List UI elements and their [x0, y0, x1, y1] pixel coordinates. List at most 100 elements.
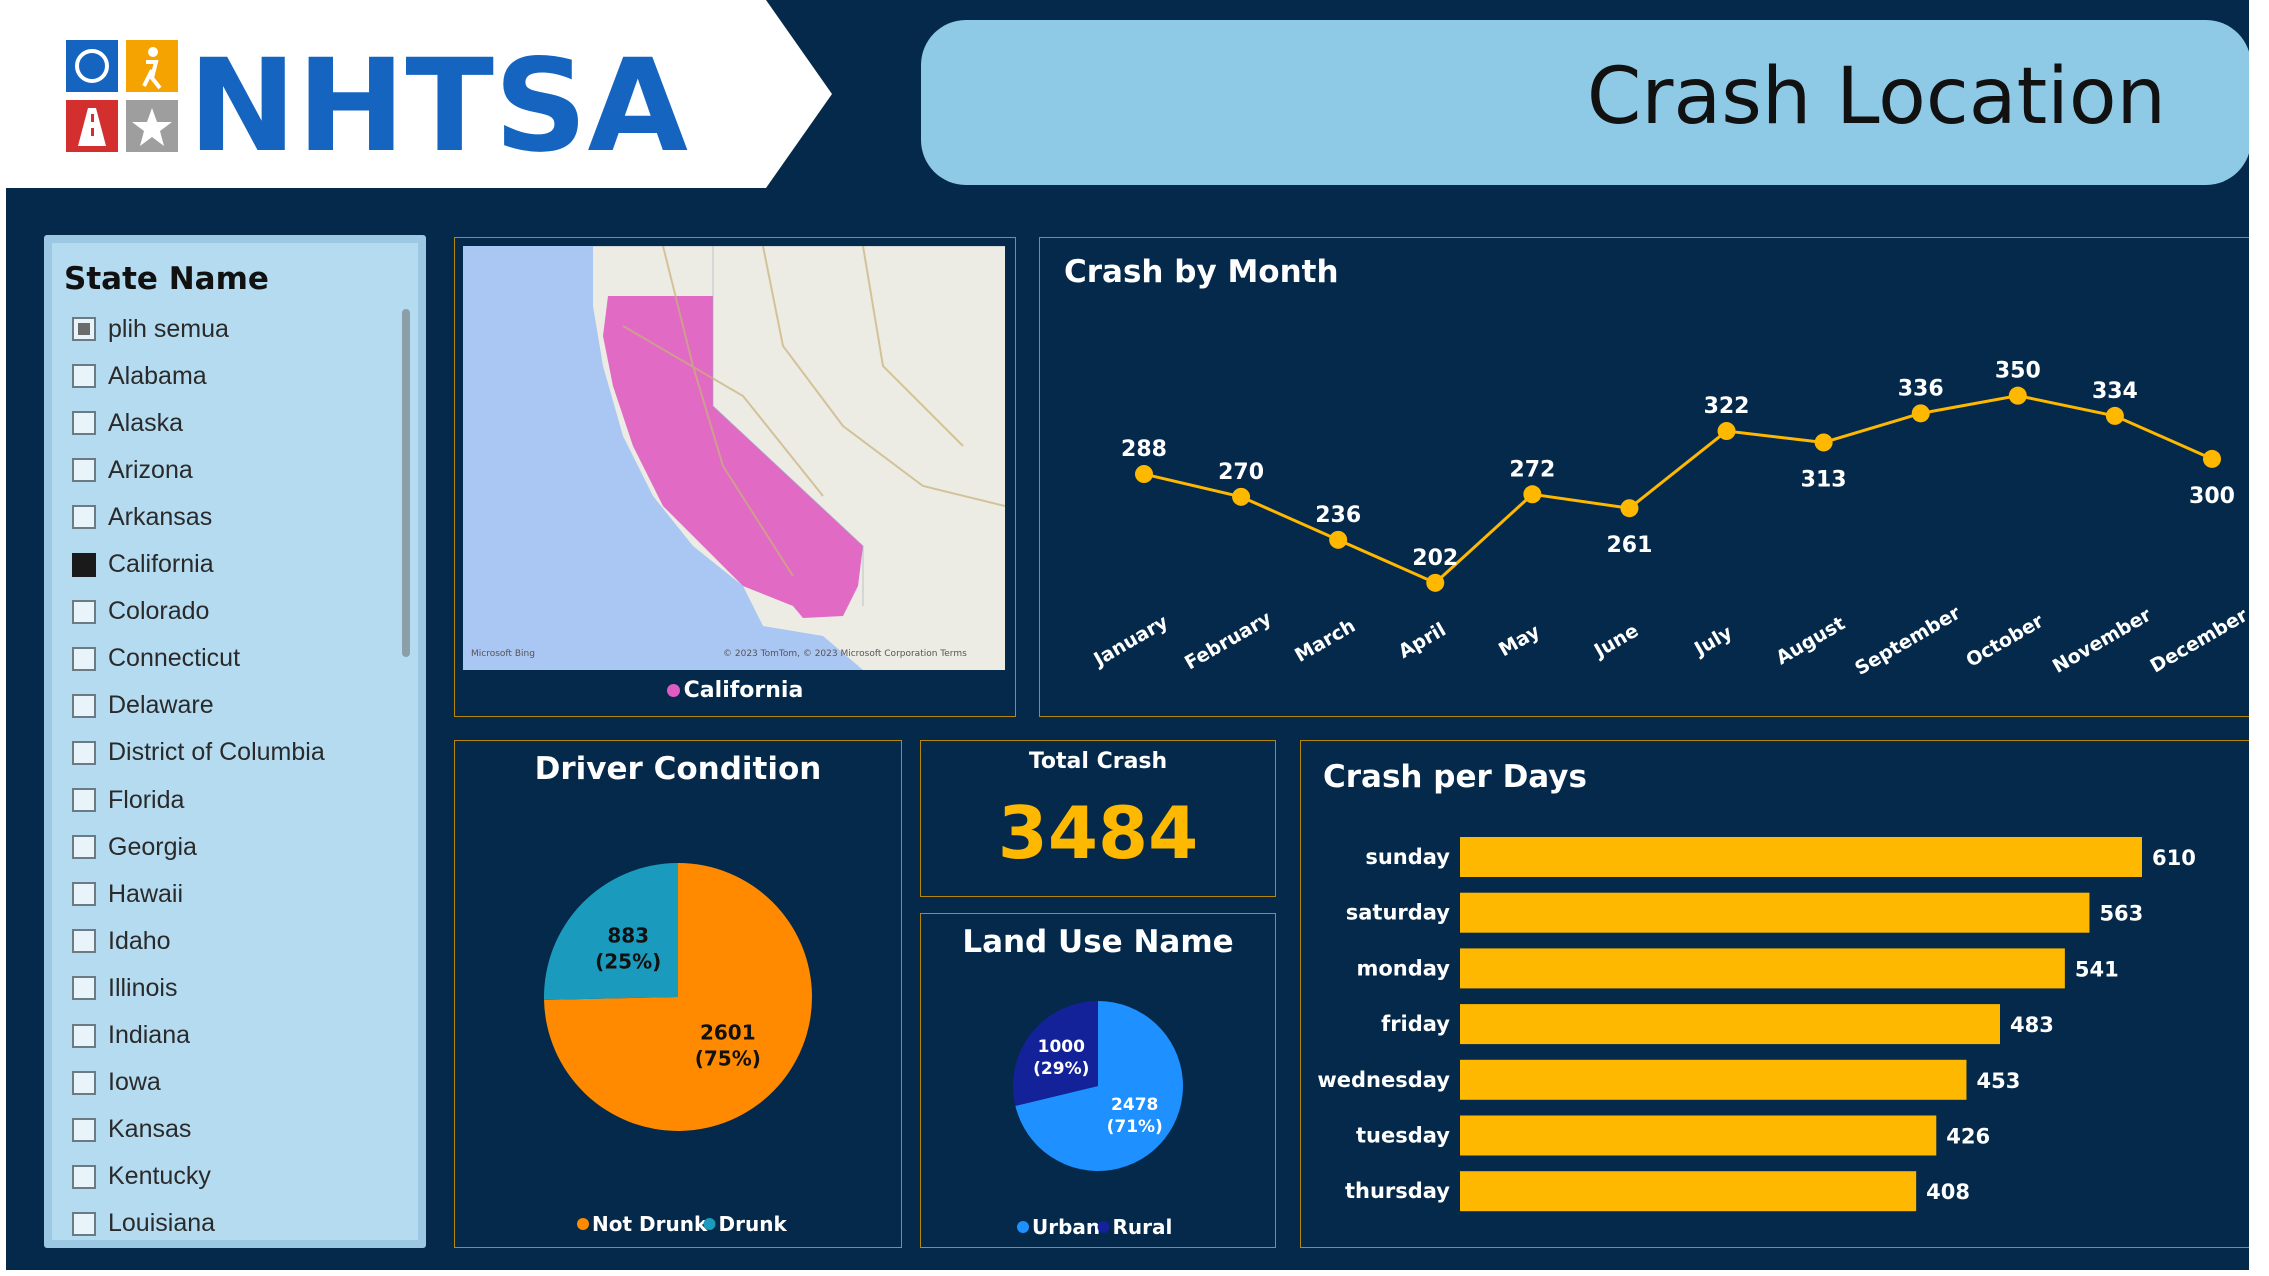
- day-bar[interactable]: [1460, 1004, 2001, 1045]
- slicer-checkbox[interactable]: [72, 458, 96, 483]
- pie-slice-not-drunk[interactable]: [544, 863, 812, 1131]
- map-legend: California: [455, 678, 1015, 703]
- month-data-label: 288: [1121, 437, 1167, 462]
- month-point[interactable]: [1135, 465, 1153, 484]
- month-point[interactable]: [1426, 573, 1445, 592]
- slicer-item-kentucky[interactable]: Kentucky: [72, 1159, 211, 1195]
- slicer-item-illinois[interactable]: Illinois: [72, 970, 177, 1006]
- month-point[interactable]: [1620, 499, 1639, 518]
- slicer-checkbox[interactable]: [72, 505, 96, 530]
- slicer-item-district-of-columbia[interactable]: District of Columbia: [72, 735, 325, 771]
- crash-per-days-chart[interactable]: sunday 610 saturday 563 monday 541 friday 483 we…: [1301, 741, 2249, 1247]
- slicer-item-label: Kansas: [108, 1115, 192, 1144]
- slicer-item-hawaii[interactable]: Hawaii: [72, 876, 183, 912]
- slicer-item-arizona[interactable]: Arizona: [72, 452, 193, 488]
- pie-slice-rural[interactable]: [1013, 1001, 1098, 1106]
- month-data-label: 334: [2092, 379, 2138, 404]
- slicer-checkbox[interactable]: [72, 1070, 96, 1095]
- month-axis-label: September: [1851, 602, 1965, 680]
- slicer-item-indiana[interactable]: Indiana: [72, 1018, 190, 1054]
- month-point[interactable]: [1814, 433, 1833, 452]
- month-point[interactable]: [1911, 404, 1930, 423]
- slicer-checkbox[interactable]: [72, 740, 96, 765]
- slicer-checkbox[interactable]: [72, 835, 96, 860]
- month-point[interactable]: [2008, 386, 2027, 405]
- map-attribution-left: Microsoft Bing: [471, 649, 535, 659]
- slicer-checkbox[interactable]: [72, 693, 96, 718]
- slicer-item-label: Alaska: [108, 408, 184, 437]
- state-slicer[interactable]: State Name plih semua Alabama Alaska Arizon…: [44, 235, 426, 1248]
- day-bar[interactable]: [1460, 1115, 1937, 1156]
- pie-slice-drunk[interactable]: [544, 863, 678, 1000]
- crash-by-month-chart[interactable]: 288 January 270 February 236 March 202 April 272…: [1040, 238, 2249, 714]
- month-data-label: 272: [1509, 457, 1555, 482]
- month-point[interactable]: [2203, 449, 2221, 468]
- slicer-checkbox[interactable]: [72, 646, 96, 671]
- slicer-item-label: Arkansas: [108, 502, 213, 531]
- slicer-item-label: Georgia: [108, 832, 197, 861]
- month-point[interactable]: [1717, 422, 1736, 441]
- slicer-item-louisiana[interactable]: Louisiana: [72, 1206, 215, 1239]
- map-panel: Microsoft Bing © 2023 TomTom, © 2023 Mic…: [454, 237, 1016, 717]
- day-axis-label: thursday: [1345, 1179, 1450, 1203]
- month-point[interactable]: [1232, 487, 1251, 506]
- slicer-item-plih-semua[interactable]: plih semua: [72, 311, 229, 347]
- page-title: Crash Location: [1586, 52, 2166, 142]
- month-axis-label: October: [1962, 610, 2048, 672]
- slicer-item-alabama[interactable]: Alabama: [72, 358, 207, 394]
- slicer-checkbox[interactable]: [72, 929, 96, 954]
- slicer-checkbox[interactable]: [72, 788, 96, 812]
- legend-marker: [703, 1218, 716, 1230]
- map-attribution-right[interactable]: © 2023 TomTom, © 2023 Microsoft Corporat…: [723, 649, 967, 659]
- slicer-item-california[interactable]: California: [72, 547, 214, 583]
- slicer-checkbox[interactable]: [72, 1023, 96, 1048]
- slicer-checkbox[interactable]: [72, 599, 96, 624]
- slicer-item-idaho[interactable]: Idaho: [72, 923, 171, 959]
- slicer-item-alaska[interactable]: Alaska: [72, 405, 183, 441]
- day-data-label: 408: [1926, 1180, 1970, 1204]
- day-bar[interactable]: [1460, 948, 2065, 989]
- pie-slice-label: 1000 (29%): [1033, 1037, 1089, 1079]
- slicer-item-label: Iowa: [108, 1068, 161, 1097]
- land-use-chart[interactable]: 2478 (71%) 1000 (29%) Urban Rural: [921, 914, 1275, 1247]
- slicer-item-label: Colorado: [108, 597, 210, 626]
- day-bar[interactable]: [1460, 837, 2142, 877]
- slicer-item-iowa[interactable]: Iowa: [72, 1065, 161, 1101]
- slicer-item-georgia[interactable]: Georgia: [72, 829, 197, 865]
- slicer-checkbox[interactable]: [72, 1117, 96, 1142]
- slicer-item-connecticut[interactable]: Connecticut: [72, 641, 240, 677]
- day-bar[interactable]: [1460, 1171, 1917, 1212]
- logo-text: NHTSA: [188, 32, 688, 181]
- crash-by-month-title: Crash by Month: [1064, 254, 1339, 290]
- logo-banner: NHTSA: [6, 0, 832, 188]
- slicer-scrollbar[interactable]: [402, 309, 410, 657]
- california-map[interactable]: Microsoft Bing © 2023 TomTom, © 2023 Mic…: [463, 246, 1005, 670]
- pie-slice-label: 2478 (71%): [1107, 1095, 1163, 1137]
- slicer-item-colorado[interactable]: Colorado: [72, 594, 209, 630]
- slicer-checkbox[interactable]: [72, 552, 96, 577]
- slicer-item-kansas[interactable]: Kansas: [72, 1112, 191, 1148]
- slicer-checkbox[interactable]: [72, 411, 96, 436]
- day-bar[interactable]: [1460, 892, 2090, 933]
- slicer-item-arkansas[interactable]: Arkansas: [72, 499, 212, 535]
- slicer-checkbox[interactable]: [72, 1164, 96, 1189]
- slicer-checkbox[interactable]: [72, 1211, 96, 1236]
- month-point[interactable]: [2105, 406, 2124, 425]
- slicer-item-florida[interactable]: Florida: [72, 782, 184, 818]
- month-axis-label: February: [1181, 607, 1276, 674]
- slicer-checkbox[interactable]: [72, 882, 96, 907]
- month-data-label: 313: [1801, 467, 1847, 492]
- slicer-item-delaware[interactable]: Delaware: [72, 688, 214, 724]
- month-data-label: 322: [1704, 394, 1750, 419]
- crash-per-days-panel: Crash per Days sunday 610 saturday 563 monda…: [1300, 740, 2249, 1248]
- slicer-item-label: Louisiana: [108, 1209, 216, 1238]
- month-point[interactable]: [1329, 530, 1348, 549]
- slicer-checkbox[interactable]: [72, 976, 96, 1001]
- legend-marker: [1097, 1221, 1110, 1233]
- month-point[interactable]: [1523, 485, 1542, 504]
- slicer-checkbox[interactable]: [72, 317, 96, 341]
- slicer-checkbox[interactable]: [72, 364, 96, 389]
- driver-condition-chart[interactable]: 2601 (75%) 883 (25%) Not Drunk Drunk: [455, 741, 901, 1247]
- pie-slice-urban[interactable]: [1015, 1001, 1183, 1171]
- day-bar[interactable]: [1460, 1059, 1967, 1100]
